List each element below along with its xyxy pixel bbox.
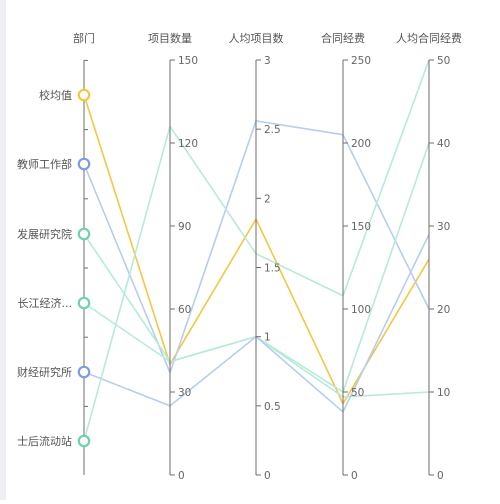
tick-label-2: 1	[264, 332, 271, 344]
tick-label-4: 40	[437, 138, 450, 150]
tick-label-1: 150	[178, 55, 198, 67]
tick-label-2: 3	[264, 55, 271, 67]
tick-label-1: 30	[178, 387, 191, 399]
left-edge-strip	[0, 0, 6, 500]
tick-label-1: 90	[178, 221, 191, 233]
category-marker-0[interactable]	[77, 88, 91, 102]
category-label: 士后流动站	[17, 434, 72, 448]
category-label: 发展研究院	[17, 227, 72, 241]
category-marker-5[interactable]	[77, 434, 91, 448]
category-label: 校均值	[39, 88, 72, 102]
category-label: 长江经济...	[18, 296, 73, 310]
category-marker-2[interactable]	[77, 227, 91, 241]
category-marker-4[interactable]	[77, 365, 91, 379]
tick-label-3: 150	[351, 221, 371, 233]
tick-label-4: 20	[437, 304, 450, 316]
tick-label-2: 1.5	[264, 263, 281, 275]
tick-label-4: 0	[437, 470, 444, 482]
category-label: 教师工作部	[17, 157, 72, 171]
axis-title-4: 人均合同经费	[396, 31, 462, 45]
tick-label-4: 50	[437, 55, 450, 67]
tick-label-1: 0	[178, 470, 185, 482]
category-marker-1[interactable]	[77, 157, 91, 171]
tick-label-4: 10	[437, 387, 450, 399]
tick-label-3: 50	[351, 387, 364, 399]
tick-label-2: 0.5	[264, 401, 281, 413]
tick-label-4: 30	[437, 221, 450, 233]
axis-title-0: 部门	[73, 31, 95, 45]
tick-label-3: 200	[351, 138, 371, 150]
tick-label-3: 100	[351, 304, 371, 316]
axis-title-1: 项目数量	[148, 32, 192, 45]
tick-label-2: 2	[264, 193, 271, 205]
axis-title-3: 合同经费	[321, 31, 365, 45]
category-label: 财经研究所	[17, 365, 72, 379]
axis-title-2: 人均项目数	[229, 32, 284, 45]
category-marker-3[interactable]	[77, 296, 91, 310]
tick-label-3: 250	[351, 55, 371, 67]
tick-label-1: 60	[178, 304, 191, 316]
tick-label-1: 120	[178, 138, 198, 150]
tick-label-2: 0	[264, 470, 271, 482]
tick-label-3: 0	[351, 470, 358, 482]
tick-label-2: 2.5	[264, 124, 281, 136]
